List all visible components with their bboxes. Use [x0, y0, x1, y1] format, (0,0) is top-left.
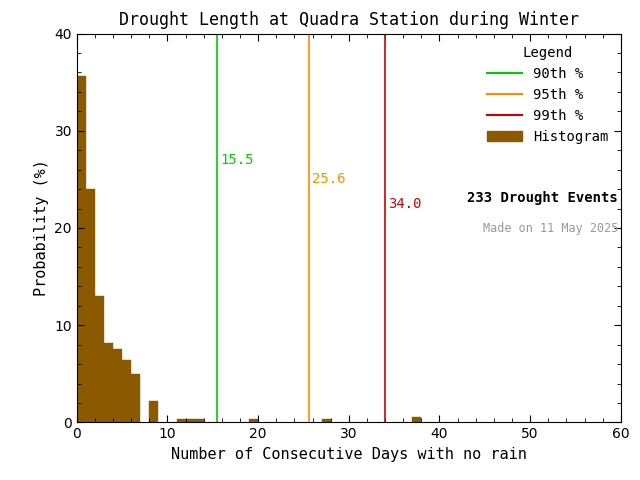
Bar [77, 76, 86, 422]
Bar [104, 343, 113, 422]
Legend: 90th %, 95th %, 99th %, Histogram: 90th %, 95th %, 99th %, Histogram [481, 40, 614, 149]
Bar [412, 417, 421, 422]
Bar [122, 360, 131, 422]
Bar [113, 348, 122, 422]
Text: Made on 11 May 2025: Made on 11 May 2025 [483, 222, 618, 235]
Bar [95, 296, 104, 422]
Bar [195, 419, 204, 422]
X-axis label: Number of Consecutive Days with no rain: Number of Consecutive Days with no rain [171, 447, 527, 462]
Text: 233 Drought Events: 233 Drought Events [467, 191, 618, 205]
Text: 34.0: 34.0 [388, 197, 421, 211]
Text: 25.6: 25.6 [312, 172, 345, 186]
Bar [149, 401, 158, 422]
Bar [249, 419, 258, 422]
Y-axis label: Probability (%): Probability (%) [34, 159, 49, 297]
Bar [86, 189, 95, 422]
Title: Drought Length at Quadra Station during Winter: Drought Length at Quadra Station during … [119, 11, 579, 29]
Bar [131, 374, 140, 422]
Bar [321, 419, 331, 422]
Text: 15.5: 15.5 [220, 153, 253, 167]
Bar [186, 419, 195, 422]
Bar [177, 419, 186, 422]
